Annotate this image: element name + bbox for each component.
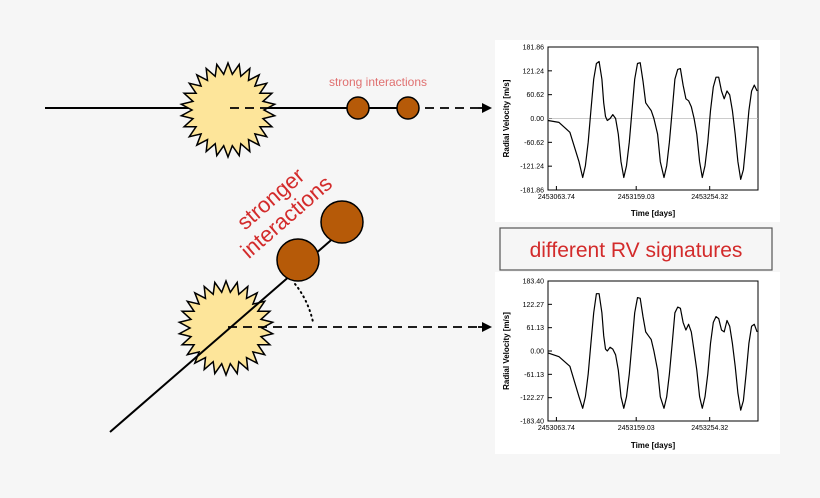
top-planet-outer [396, 96, 420, 120]
top-plot-panel [495, 40, 780, 222]
top-yaxis-label: Radial Velocity [m/s] [502, 79, 511, 157]
top-xaxis-label: Time [days] [631, 209, 676, 218]
top-ytick-label: 0.00 [530, 116, 544, 123]
top-ytick-label: 60.62 [526, 92, 544, 99]
bottom-plot-panel [495, 272, 780, 454]
bottom-xtick-label: 2453254.32 [691, 425, 728, 432]
top-ytick-label: -121.24 [520, 164, 544, 171]
top-xtick-label: 2453063.74 [538, 194, 575, 201]
top-ytick-label: 181.86 [523, 45, 545, 52]
bottom-ytick-label: -183.40 [520, 419, 544, 426]
inclination-arc [294, 283, 314, 323]
top-rv-curve [547, 60, 758, 180]
strong-interactions-label: strong interactions [329, 75, 427, 89]
bottom-rv-curve [547, 293, 758, 411]
bottom-yaxis-label: Radial Velocity [m/s] [502, 312, 511, 390]
bottom-xtick-label: 2453159.03 [618, 425, 655, 432]
top-star [179, 60, 277, 160]
bottom-planet-outer [320, 200, 364, 244]
top-xtick-label: 2453254.32 [691, 194, 728, 201]
stronger-interactions-label: stronger interactions [232, 163, 337, 263]
bottom-xaxis-label: Time [days] [631, 441, 676, 450]
different-rv-box [499, 227, 773, 271]
top-xtick-label: 2453159.03 [618, 194, 655, 201]
bottom-ytick-label: -122.27 [520, 395, 544, 402]
top-ytick-label: 121.24 [523, 68, 545, 75]
bottom-ytick-label: -61.13 [524, 372, 544, 379]
top-planet-inner [346, 96, 370, 120]
rv-plot-bottom: 183.40 122.27 61.13 0.00 -61.13 -122.27 -183.4… [495, 272, 780, 454]
bottom-planet-inner [276, 238, 320, 282]
top-ytick-label: -181.86 [520, 188, 544, 195]
bottom-xtick-label: 2453063.74 [538, 425, 575, 432]
top-ytick-label: -60.62 [524, 140, 544, 147]
bottom-ytick-label: 0.00 [530, 349, 544, 356]
bottom-ytick-label: 183.40 [523, 279, 545, 286]
rv-plot-top: 181.86 121.24 60.62 0.00 -60.62 -121.24 -181.8… [495, 40, 780, 222]
bottom-ytick-label: 122.27 [523, 302, 545, 309]
bottom-ytick-label: 61.13 [526, 325, 544, 332]
different-rv-signatures-label: different RV signatures [530, 239, 743, 262]
